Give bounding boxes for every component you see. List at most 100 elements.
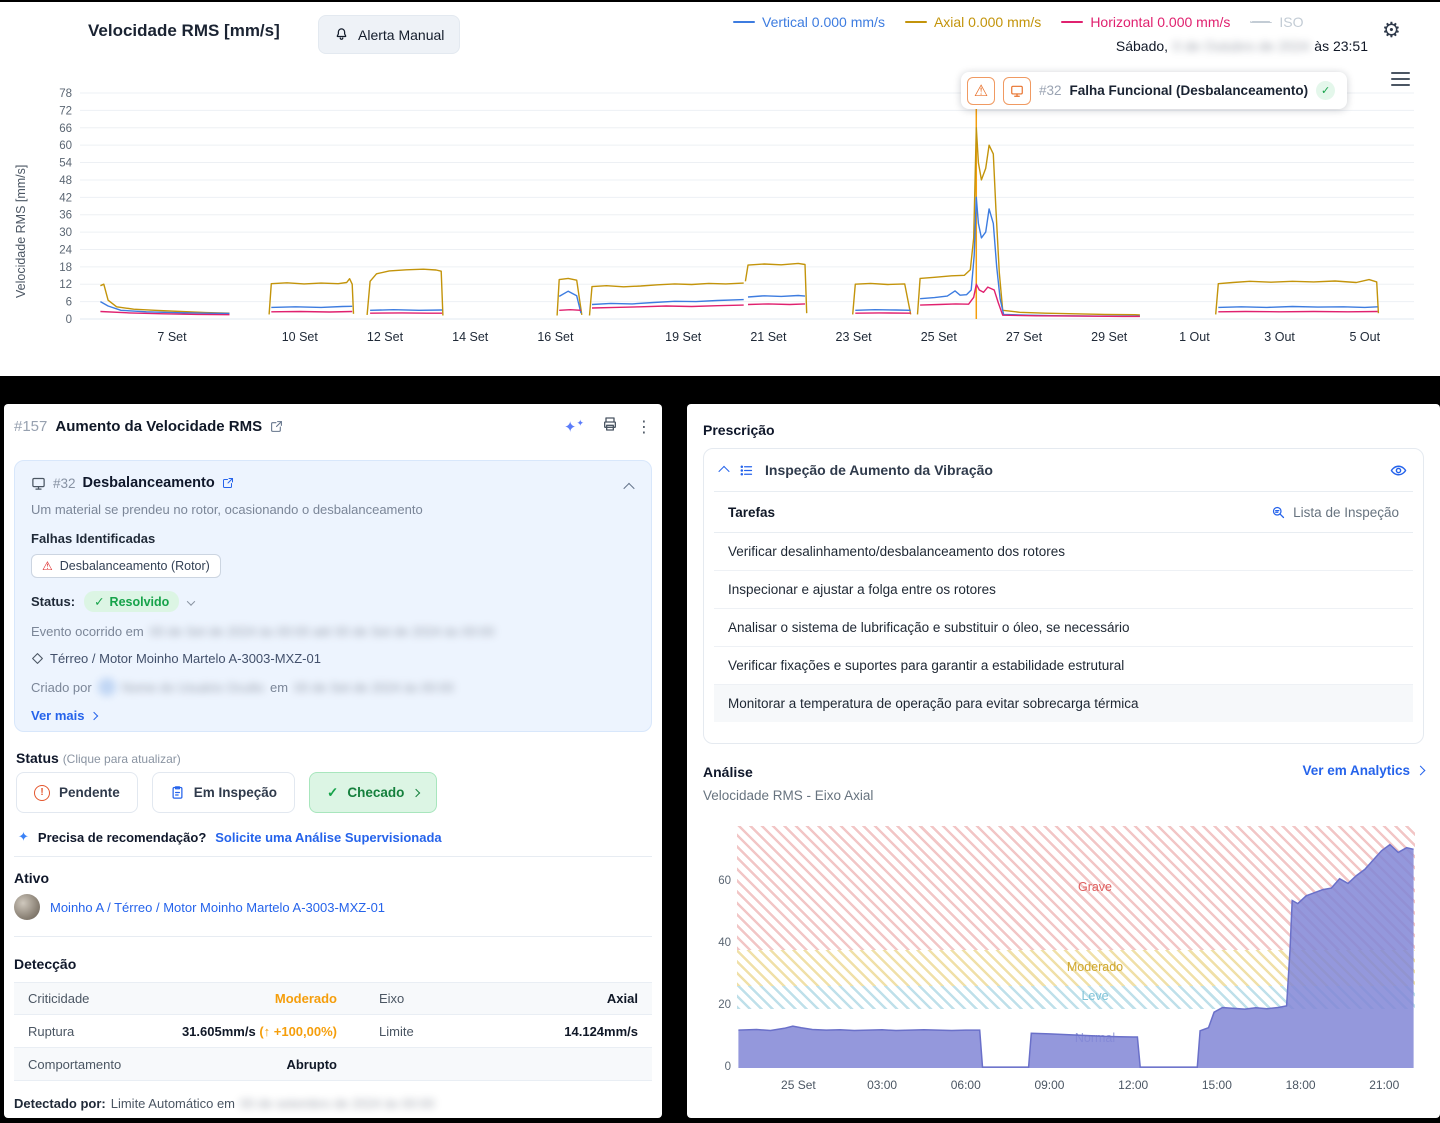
legend-swatch (904, 21, 927, 23)
analysis-severity-chart[interactable]: NormalLeveModeradoGrave (737, 826, 1415, 1068)
settings-gear-icon[interactable]: ⚙ (1382, 19, 1401, 42)
date-suffix: às 23:51 (1314, 38, 1368, 54)
legend-swatch (733, 21, 755, 23)
series-horizontal (747, 303, 806, 306)
external-link-icon[interactable] (222, 477, 234, 489)
event-id: #157 (14, 418, 48, 435)
fault-tag[interactable]: ⚠ Desbalanceamento (Rotor) (31, 554, 221, 578)
status-section-label: Status (16, 750, 59, 766)
y-tick-label: 20 (718, 998, 731, 1011)
x-tick-label: 25 Set (921, 330, 958, 344)
tasks-table: Tarefas Lista de Inspeção Verificar desa… (714, 491, 1413, 722)
y-tick-label: 0 (724, 1061, 731, 1073)
y-tick-label: 60 (718, 874, 731, 887)
status-section-header: Status (Clique para atualizar) (16, 750, 181, 766)
tasks-header-label: Tarefas (728, 504, 776, 520)
status-em-inspecao-button[interactable]: Em Inspeção (151, 772, 296, 813)
creator-avatar (97, 678, 116, 696)
severity-zone-leve (737, 985, 1415, 1010)
manual-alert-label: Alerta Manual (358, 26, 445, 43)
y-tick-label: 12 (59, 279, 72, 291)
collapse-chevron-icon[interactable] (718, 461, 730, 479)
legend-item-vertical[interactable]: Vertical 0.000 mm/s (733, 14, 885, 30)
fault-location: Térreo / Motor Moinho Martelo A-3003-MXZ… (50, 651, 321, 666)
external-link-icon[interactable] (270, 420, 283, 433)
y-tick-label: 54 (59, 158, 72, 170)
ai-assist-icon[interactable]: ✦✦ (563, 417, 584, 436)
task-row[interactable]: Inspecionar e ajustar a folga entre os r… (714, 571, 1413, 609)
asset-row: Moinho A / Térreo / Motor Moinho Martelo… (14, 894, 385, 920)
x-tick-label: 21 Set (750, 330, 787, 344)
table-row: Criticidade Moderado Eixo Axial (14, 982, 652, 1015)
x-tick-label: 16 Set (537, 330, 574, 344)
status-resolved-badge[interactable]: ✓ Resolvido (84, 591, 180, 612)
divider (14, 936, 652, 937)
y-tick-label: 78 (59, 88, 72, 100)
asset-location-icon (32, 653, 43, 664)
inspection-list-button[interactable]: Lista de Inspeção (1271, 505, 1399, 520)
legend-swatch (1250, 21, 1273, 23)
recommendation-question: Precisa de recomendação? (37, 829, 207, 845)
chart-legend[interactable]: Vertical 0.000 mm/s Axial 0.000 mm/s Horiz… (733, 14, 1304, 30)
collapse-chevron-icon[interactable] (623, 478, 635, 496)
series-horizontal (591, 304, 744, 309)
created-by-label: Criado por (31, 679, 92, 695)
rupture-delta: (↑ +100,00%) (259, 1023, 337, 1039)
prescription-title: Prescrição (703, 422, 775, 438)
see-more-link[interactable]: Ver mais (31, 708, 98, 723)
legend-label: Horizontal 0.000 mm/s (1090, 14, 1231, 30)
eye-icon[interactable] (1390, 462, 1407, 479)
legend-item-axial[interactable]: Axial 0.000 mm/s (904, 14, 1041, 30)
series-vertical (100, 300, 230, 315)
prescription-card-header[interactable]: Inspeção de Aumento da Vibração (704, 449, 1423, 491)
fault-id: #32 (53, 475, 76, 491)
series-vertical (855, 308, 911, 311)
legend-label: ISO (1279, 14, 1304, 30)
view-analytics-link[interactable]: Ver em Analytics (1302, 763, 1426, 778)
task-row[interactable]: Monitorar a temperatura de operação para… (714, 685, 1413, 722)
y-tick-label: 40 (718, 936, 731, 949)
y-tick-label: 18 (59, 262, 72, 274)
supervised-analysis-link[interactable]: Solicite uma Análise Supervisionada (215, 829, 442, 845)
task-row[interactable]: Verificar desalinhamento/desbalanceament… (714, 533, 1413, 571)
manual-alert-button[interactable]: Alerta Manual (318, 15, 461, 54)
detection-table: Criticidade Moderado Eixo Axial Ruptura … (14, 982, 652, 1081)
series-axial (100, 283, 230, 314)
search-list-icon (1273, 506, 1285, 518)
check-icon: ✓ (327, 784, 339, 800)
legend-item-horizontal[interactable]: Horizontal 0.000 mm/s (1061, 14, 1230, 30)
series-axial (744, 262, 808, 314)
status-checado-button[interactable]: ✓ Checado (309, 772, 438, 813)
kebab-menu-icon[interactable]: ⋮ (636, 418, 652, 436)
chart-menu-icon[interactable] (1391, 72, 1410, 86)
print-icon[interactable] (602, 416, 618, 437)
status-pendente-button[interactable]: ! Pendente (16, 772, 138, 813)
table-row: Comportamento Abrupto (14, 1048, 652, 1081)
x-tick-label: 23 Set (836, 330, 873, 344)
analysis-chart-x-labels: 25 Set 03:00 06:00 09:00 12:00 15:00 18:00 21:0… (737, 1078, 1415, 1094)
y-tick-label: 48 (59, 175, 72, 187)
status-label: Status: (31, 594, 76, 609)
asset-path-link[interactable]: Moinho A / Térreo / Motor Moinho Martelo… (50, 899, 386, 915)
x-tick-label: 14 Set (452, 330, 489, 344)
condition-monitor-icon (1003, 76, 1031, 105)
sparkle-icon: ✦ (18, 829, 29, 844)
x-tick-label: 27 Set (1006, 330, 1043, 344)
legend-item-iso[interactable]: ISO (1250, 14, 1304, 30)
detection-date: 00 de setembro de 2024 às 00:00 (240, 1096, 435, 1111)
x-tick-label: 12 Set (367, 330, 404, 344)
series-vertical (370, 308, 443, 312)
zone-label-grave: Grave (1077, 880, 1113, 895)
recommendation-row: ✦ Precisa de recomendação? Solicite uma … (18, 829, 442, 845)
chevron-down-icon[interactable] (187, 594, 196, 609)
event-annotation-tooltip[interactable]: ⚠ #32 Falha Funcional (Desbalanceamento)… (961, 72, 1348, 109)
task-row[interactable]: Verificar fixações e suportes para garan… (714, 647, 1413, 685)
x-tick-label: 19 Set (665, 330, 702, 344)
series-axial (1215, 278, 1380, 315)
task-row[interactable]: Analisar o sistema de lubrificação e sub… (714, 609, 1413, 647)
bell-icon (336, 28, 347, 40)
status-buttons: ! Pendente Em Inspeção ✓ Checado (16, 772, 438, 813)
rms-trend-chart[interactable]: 0 6 12 18 24 30 36 42 48 54 60 66 72 78 7 Set 10 Set 12 … (22, 78, 1418, 358)
analysis-area-series (738, 843, 1414, 1068)
